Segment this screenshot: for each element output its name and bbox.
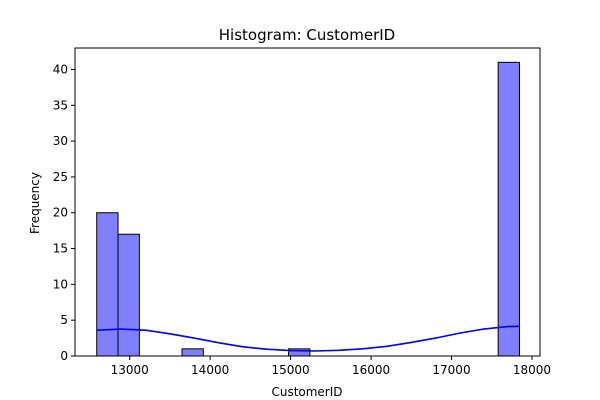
x-tick-label: 14000 <box>191 363 229 377</box>
plot-area: 13000 14000 15000 16000 17000 18000 0 5 10 15 20 25… <box>53 47 551 377</box>
x-tick-label: 15000 <box>272 363 310 377</box>
x-tick-label: 18000 <box>513 363 551 377</box>
y-tick-label: 20 <box>53 206 68 220</box>
y-tick-label: 30 <box>53 134 68 148</box>
x-tick-label: 17000 <box>432 363 470 377</box>
y-tick-label: 0 <box>60 349 68 363</box>
y-tick-label: 10 <box>53 277 68 291</box>
x-axis-label: CustomerID <box>271 385 342 399</box>
histogram-bar-0 <box>96 212 119 357</box>
histogram-bar-2 <box>181 348 204 357</box>
histogram-bar-4 <box>497 61 520 357</box>
y-axis-label: Frequency <box>28 172 42 234</box>
x-tick-label: 13000 <box>111 363 149 377</box>
chart-title: Histogram: CustomerID <box>219 26 395 44</box>
y-tick-label: 25 <box>53 170 68 184</box>
y-tick-label: 5 <box>60 313 68 327</box>
y-tick-label: 15 <box>53 242 68 256</box>
x-tick-label: 16000 <box>352 363 390 377</box>
y-tick-label: 40 <box>53 62 68 76</box>
y-tick-label: 35 <box>53 98 68 112</box>
kde-line <box>96 325 520 352</box>
histogram-bar-1 <box>117 233 140 357</box>
plot-frame <box>74 47 541 357</box>
